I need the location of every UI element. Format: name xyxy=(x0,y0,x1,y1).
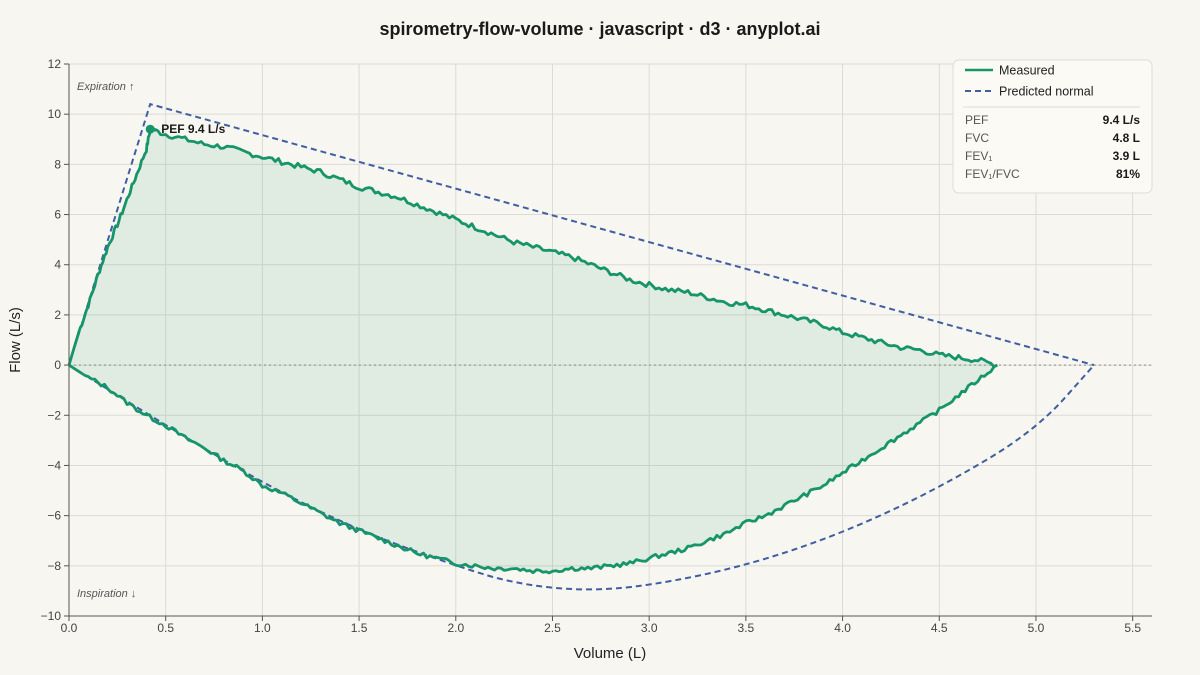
series-layer xyxy=(67,102,1095,591)
x-tick-label-3: 1.5 xyxy=(351,621,368,635)
y-tick-label-9: −6 xyxy=(47,509,61,523)
y-tick-label-6: 0 xyxy=(54,358,61,372)
y-tick-label-2: 8 xyxy=(54,157,61,171)
y-tick-label-5: 2 xyxy=(54,308,61,322)
metric-pef-value: 9.4 L/s xyxy=(1103,113,1141,127)
y-tick-label-10: −8 xyxy=(47,559,61,573)
measured-expiratory-line xyxy=(67,127,998,369)
legend-measured-label: Measured xyxy=(999,64,1055,78)
measured-area xyxy=(69,128,998,573)
measured-inspiratory-line xyxy=(68,363,998,575)
x-tick-label-0: 0.0 xyxy=(61,621,78,635)
metric-fev1-name: FEV₁ xyxy=(965,149,992,163)
y-tick-label-0: 12 xyxy=(48,57,62,71)
legend-predicted-label: Predicted normal xyxy=(999,85,1094,99)
legend: Measured Predicted normal PEF 9.4 L/s FV… xyxy=(952,59,1153,194)
x-tick-label-9: 4.5 xyxy=(931,621,948,635)
metric-pef-name: PEF xyxy=(965,113,988,127)
inspiration-annotation: Inspiration ↓ xyxy=(77,588,136,600)
x-tick-label-10: 5.0 xyxy=(1028,621,1045,635)
y-tick-label-4: 4 xyxy=(54,258,61,272)
metric-fvc-name: FVC xyxy=(965,131,989,145)
pef-label: PEF 9.4 L/s xyxy=(161,122,225,136)
x-tick-label-7: 3.5 xyxy=(738,621,755,635)
x-axis-label: Volume (L) xyxy=(574,645,647,662)
x-tick-label-5: 2.5 xyxy=(544,621,561,635)
y-axis-label: Flow (L/s) xyxy=(7,307,24,373)
y-tick-label-8: −4 xyxy=(47,458,61,472)
measured-loop-fill xyxy=(69,128,998,573)
metric-ratio-name: FEV₁/FVC xyxy=(965,167,1020,181)
pef-marker xyxy=(145,124,155,134)
metric-fvc-value: 4.8 L xyxy=(1113,131,1140,145)
y-tick-label-11: −10 xyxy=(41,609,62,623)
x-tick-label-8: 4.0 xyxy=(834,621,851,635)
y-tick-label-1: 10 xyxy=(48,107,62,121)
x-tick-label-11: 5.5 xyxy=(1124,621,1141,635)
x-tick-label-4: 2.0 xyxy=(447,621,464,635)
pef-marker-group: PEF 9.4 L/s xyxy=(145,122,226,136)
chart-title: spirometry-flow-volume · javascript · d3… xyxy=(379,19,820,39)
metric-fev1-value: 3.9 L xyxy=(1113,149,1140,163)
expiration-annotation: Expiration ↑ xyxy=(77,81,134,93)
x-tick-label-1: 0.5 xyxy=(157,621,174,635)
y-tick-label-7: −2 xyxy=(47,408,61,422)
x-tick-label-6: 3.0 xyxy=(641,621,658,635)
x-tick-label-2: 1.0 xyxy=(254,621,271,635)
y-tick-label-3: 6 xyxy=(54,208,61,222)
legend-box xyxy=(952,59,1153,194)
metric-ratio-value: 81% xyxy=(1116,167,1140,181)
axes: 0.0 0.5 1.0 1.5 2.0 2.5 3.0 3.5 4.0 4.5 5.0 5.5 12 10… xyxy=(41,57,1152,635)
